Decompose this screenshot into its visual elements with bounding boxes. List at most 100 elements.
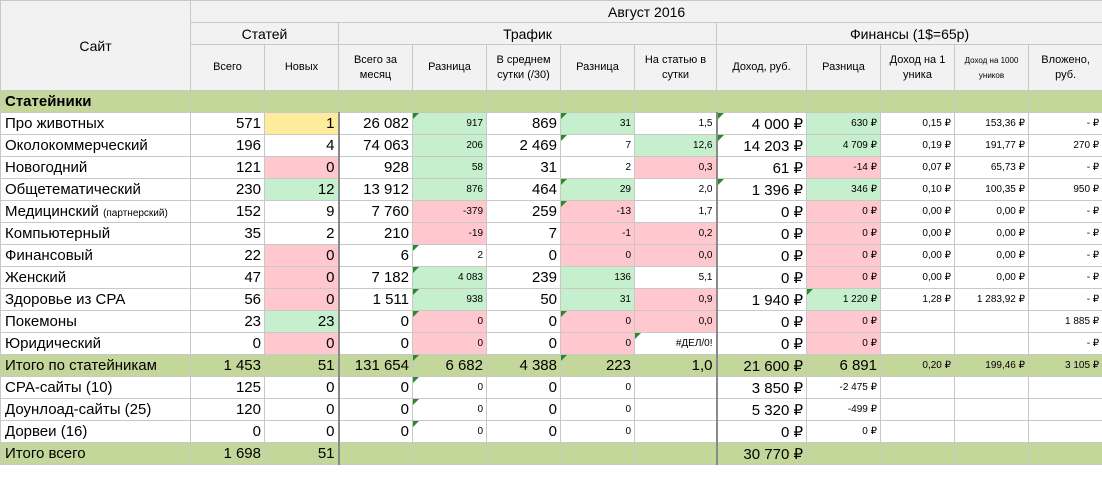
table-cell[interactable]: 0	[264, 332, 340, 355]
table-cell[interactable]: 0 ₽	[716, 420, 807, 443]
table-cell[interactable]: 0 ₽	[716, 332, 807, 355]
table-cell[interactable]: 0,19 ₽	[880, 134, 955, 157]
table-cell[interactable]: 206	[412, 134, 487, 157]
table-cell[interactable]: 2	[412, 244, 487, 267]
column-header[interactable]: Доход на 1 уника	[880, 44, 955, 91]
table-cell[interactable]: 0,0	[634, 310, 718, 333]
table-cell[interactable]	[954, 376, 1029, 399]
table-cell[interactable]: 56	[190, 288, 265, 311]
table-cell[interactable]: 0	[486, 398, 561, 421]
table-cell[interactable]: 153,36 ₽	[954, 112, 1029, 135]
table-cell[interactable]	[954, 310, 1029, 333]
column-header[interactable]: Доход на 1000 уников	[954, 44, 1029, 91]
table-cell[interactable]: 3 850 ₽	[716, 376, 807, 399]
header-group-traffic[interactable]: Трафик	[338, 22, 717, 45]
table-cell[interactable]: 0 ₽	[806, 332, 881, 355]
table-cell[interactable]: 1,28 ₽	[880, 288, 955, 311]
table-cell[interactable]: 0 ₽	[806, 222, 881, 245]
table-cell[interactable]: 1 940 ₽	[716, 288, 807, 311]
table-cell[interactable]: 0	[486, 376, 561, 399]
table-cell[interactable]: - ₽	[1027, 222, 1102, 245]
column-header[interactable]: Вложено, руб.	[1027, 44, 1102, 91]
table-cell[interactable]: 125	[190, 376, 265, 399]
table-cell[interactable]: 4 388	[486, 354, 561, 377]
table-cell[interactable]: 0,00 ₽	[880, 200, 955, 223]
table-cell[interactable]: 0,15 ₽	[880, 112, 955, 135]
table-cell[interactable]: 0	[338, 376, 413, 399]
table-cell[interactable]: 4 709 ₽	[806, 134, 881, 157]
table-cell[interactable]: 58	[412, 156, 487, 179]
table-cell[interactable]	[954, 398, 1029, 421]
section-cell[interactable]	[716, 90, 807, 113]
table-cell[interactable]: 0	[486, 244, 561, 267]
table-cell[interactable]: 0	[264, 420, 340, 443]
table-cell[interactable]: 223	[560, 354, 635, 377]
table-cell[interactable]: 4 083	[412, 266, 487, 289]
table-cell[interactable]: -379	[412, 200, 487, 223]
section-cell[interactable]	[190, 90, 265, 113]
table-cell[interactable]: 2	[264, 222, 340, 245]
table-cell[interactable]: 74 063	[338, 134, 413, 157]
table-cell[interactable]: - ₽	[1027, 332, 1102, 355]
table-cell[interactable]	[1027, 376, 1102, 399]
section-cell[interactable]	[806, 90, 881, 113]
table-cell[interactable]: 0,9	[634, 288, 718, 311]
table-cell[interactable]	[634, 442, 718, 465]
table-cell[interactable]: 0	[264, 156, 340, 179]
table-cell[interactable]: 3 105 ₽	[1027, 354, 1102, 377]
table-cell[interactable]: 136	[560, 266, 635, 289]
table-cell[interactable]: 4	[264, 134, 340, 157]
table-cell[interactable]: 0,00 ₽	[880, 244, 955, 267]
table-cell[interactable]: 0 ₽	[806, 266, 881, 289]
table-cell[interactable]: 1 220 ₽	[806, 288, 881, 311]
table-cell[interactable]: 6 891	[806, 354, 881, 377]
section-title[interactable]: Статейники	[0, 90, 191, 113]
table-cell[interactable]: #ДЕЛ/0!	[634, 332, 718, 355]
table-cell[interactable]	[560, 442, 635, 465]
table-cell[interactable]: 259	[486, 200, 561, 223]
table-cell[interactable]: 0	[560, 310, 635, 333]
table-cell[interactable]: 0	[560, 332, 635, 355]
row-name[interactable]: Новогодний	[0, 156, 191, 179]
table-cell[interactable]: 21 600 ₽	[716, 354, 807, 377]
table-cell[interactable]: 14 203 ₽	[716, 134, 807, 157]
section-cell[interactable]	[634, 90, 717, 113]
table-cell[interactable]: 0,00 ₽	[880, 222, 955, 245]
table-cell[interactable]: 13 912	[338, 178, 413, 201]
table-cell[interactable]: 31	[486, 156, 561, 179]
table-cell[interactable]: 12,6	[634, 134, 718, 157]
section-cell[interactable]	[560, 90, 635, 113]
table-cell[interactable]: 0,00 ₽	[880, 266, 955, 289]
table-cell[interactable]: 0,10 ₽	[880, 178, 955, 201]
table-cell[interactable]: 196	[190, 134, 265, 157]
header-period[interactable]: Август 2016	[189, 0, 1102, 23]
section-cell[interactable]	[338, 90, 413, 113]
column-header[interactable]: Всего	[190, 44, 265, 91]
table-cell[interactable]	[1027, 398, 1102, 421]
table-cell[interactable]: 199,46 ₽	[954, 354, 1029, 377]
column-header[interactable]: Разница	[806, 44, 881, 91]
table-cell[interactable]	[412, 442, 487, 465]
table-cell[interactable]: 0 ₽	[716, 310, 807, 333]
table-cell[interactable]: 0	[338, 310, 413, 333]
table-cell[interactable]: 630 ₽	[806, 112, 881, 135]
table-cell[interactable]: 0	[412, 420, 487, 443]
table-cell[interactable]: 917	[412, 112, 487, 135]
table-cell[interactable]: 9	[264, 200, 340, 223]
table-cell[interactable]: 7 760	[338, 200, 413, 223]
table-cell[interactable]: 12	[264, 178, 340, 201]
table-cell[interactable]: 0,00 ₽	[954, 200, 1029, 223]
table-cell[interactable]: 0,00 ₽	[954, 244, 1029, 267]
table-cell[interactable]: 1,5	[634, 112, 718, 135]
table-cell[interactable]: 2 469	[486, 134, 561, 157]
table-cell[interactable]: 0	[560, 376, 635, 399]
table-cell[interactable]: - ₽	[1027, 112, 1102, 135]
table-cell[interactable]: 869	[486, 112, 561, 135]
table-cell[interactable]: 2	[560, 156, 635, 179]
row-name[interactable]: Финансовый	[0, 244, 191, 267]
table-cell[interactable]	[486, 442, 561, 465]
table-cell[interactable]: - ₽	[1027, 288, 1102, 311]
table-cell[interactable]: - ₽	[1027, 200, 1102, 223]
table-cell[interactable]: 31	[560, 112, 635, 135]
row-name[interactable]: Про животных	[0, 112, 191, 135]
